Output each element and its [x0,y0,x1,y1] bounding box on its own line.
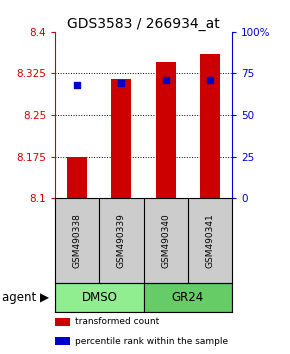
Point [75,82,79,88]
Text: GSM490341: GSM490341 [205,213,214,268]
Point [163,77,168,83]
Bar [144,283,232,312]
Text: DMSO: DMSO [81,291,117,304]
Text: GSM490339: GSM490339 [117,213,126,268]
Point [119,81,124,86]
Title: GDS3583 / 266934_at: GDS3583 / 266934_at [67,17,220,31]
Text: agent ▶: agent ▶ [2,291,49,304]
Bar [67,156,87,198]
Text: GSM490338: GSM490338 [73,213,82,268]
Text: GR24: GR24 [172,291,204,304]
Text: percentile rank within the sample: percentile rank within the sample [75,337,229,346]
Bar [55,283,144,312]
Point [208,77,212,83]
Text: transformed count: transformed count [75,317,160,326]
Bar [156,62,176,198]
Bar [200,54,220,198]
Text: GSM490340: GSM490340 [161,213,170,268]
Bar [111,79,131,198]
